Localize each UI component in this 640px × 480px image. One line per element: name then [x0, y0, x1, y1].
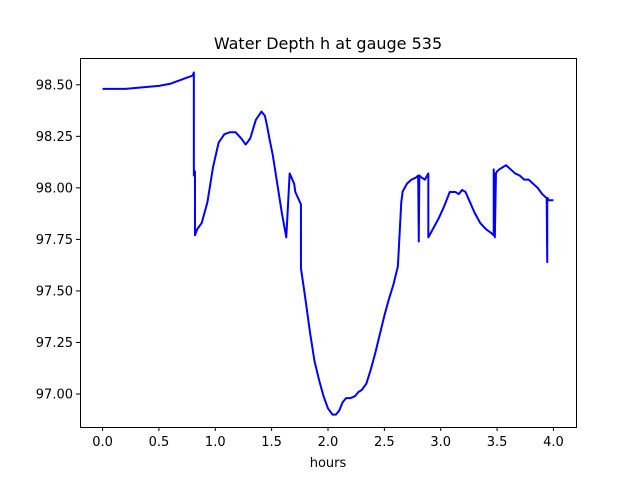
- series-line: [102, 71, 554, 416]
- x-tick-label: 1.0: [205, 435, 226, 450]
- x-axis-label: hours: [310, 456, 347, 471]
- y-tick-label: 97.25: [36, 336, 73, 351]
- y-tick-label: 97.00: [36, 388, 73, 403]
- y-tick-label: 97.50: [36, 284, 73, 299]
- x-axis: 0.0 0.5 1.0 1.5 2.0 2.5 3.0 3.5 4.0: [92, 427, 564, 450]
- x-tick-label: 0.5: [149, 435, 170, 450]
- chart-title: Water Depth h at gauge 535: [214, 34, 442, 53]
- x-tick-label: 0.0: [92, 435, 113, 450]
- y-tick-label: 98.25: [36, 130, 73, 145]
- x-tick-label: 3.5: [487, 435, 508, 450]
- x-tick-label: 2.5: [374, 435, 395, 450]
- x-tick-label: 2.0: [318, 435, 339, 450]
- x-tick-label: 4.0: [543, 435, 564, 450]
- x-tick-label: 1.5: [261, 435, 282, 450]
- y-axis: 97.00 97.25 97.50 97.75 98.00 98.25 98.50: [36, 78, 80, 403]
- y-tick-label: 98.50: [36, 78, 73, 93]
- series-layer: [102, 71, 554, 416]
- plot-frame: [80, 58, 577, 428]
- y-tick-label: 98.00: [36, 181, 73, 196]
- y-tick-label: 97.75: [36, 233, 73, 248]
- x-tick-label: 3.0: [430, 435, 451, 450]
